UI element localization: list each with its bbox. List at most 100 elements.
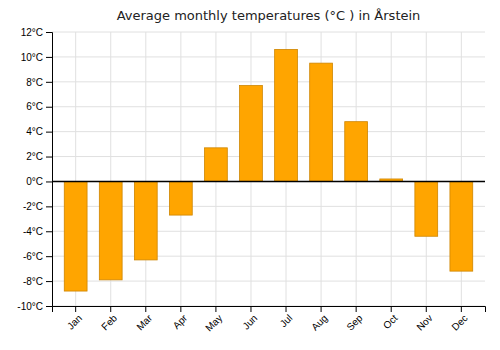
tick-mark	[46, 32, 52, 33]
y-axis: -10°C -8°C -6°C -4°C -2°C 0°C 2°C 4°C 6°C 8°C 10°C…	[17, 27, 52, 312]
tick-mark	[215, 306, 216, 312]
tick-mark	[46, 206, 52, 207]
tick-label: Jan	[65, 312, 84, 331]
tick-label: -4°C	[23, 226, 43, 237]
tick: 10°C	[21, 52, 52, 63]
tick-mark	[321, 306, 322, 312]
grid	[52, 32, 485, 306]
tick-mark	[46, 157, 52, 158]
tick: -2°C	[23, 201, 52, 212]
grid-line	[52, 106, 485, 107]
bar	[205, 148, 228, 182]
tick-mark	[461, 306, 462, 312]
tick-label: -2°C	[23, 201, 43, 212]
tick: -6°C	[23, 251, 52, 262]
tick-mark	[46, 57, 52, 58]
tick-label: Oct	[381, 312, 400, 331]
tick-label: Apr	[171, 312, 190, 331]
tick-mark	[46, 306, 52, 307]
bars	[52, 49, 485, 291]
tick: 8°C	[26, 77, 52, 88]
tick-label: Jun	[240, 312, 259, 331]
axis-line	[53, 307, 486, 313]
grid-line	[426, 32, 427, 306]
bar	[64, 181, 87, 291]
chart: -10°C -8°C -6°C -4°C -2°C 0°C 2°C 4°C 6°C 8°C 10°C…	[0, 0, 500, 350]
grid-line	[180, 32, 181, 306]
tick-label: -10°C	[17, 301, 43, 312]
tick: Sep	[344, 306, 365, 333]
grid-line	[52, 56, 485, 57]
x-axis: Jan Feb Mar Apr May Jun Jul Aug Sep Oct Nov Dec	[53, 306, 486, 334]
grid-line	[52, 156, 485, 157]
bar	[310, 63, 333, 181]
bar	[275, 49, 298, 181]
grid-line	[52, 32, 485, 33]
tick-label: 10°C	[21, 52, 43, 63]
tick-label: Dec	[449, 312, 469, 332]
tick: Mar	[134, 306, 154, 332]
bar	[169, 181, 192, 215]
tick-mark	[250, 306, 251, 312]
tick-label: -6°C	[23, 251, 43, 262]
tick-mark	[75, 306, 76, 312]
tick-label: 0°C	[26, 176, 43, 187]
tick-mark	[426, 306, 427, 312]
tick-mark	[46, 82, 52, 83]
tick: Aug	[309, 306, 329, 333]
tick-mark	[46, 181, 52, 182]
bar	[134, 181, 157, 259]
tick-label: Nov	[414, 312, 434, 332]
tick-mark	[356, 306, 357, 312]
tick: 0°C	[26, 176, 52, 187]
tick-label: 4°C	[26, 126, 43, 137]
tick-mark	[46, 132, 52, 133]
tick-mark	[46, 281, 52, 282]
tick-label: Jul	[278, 312, 295, 329]
tick-label: 6°C	[26, 101, 43, 112]
tick: Oct	[381, 306, 400, 331]
tick-mark	[110, 306, 111, 312]
tick: 2°C	[26, 151, 52, 162]
bar	[345, 122, 368, 182]
baseline	[52, 181, 485, 183]
title: Average monthly temperatures (°C ) in År…	[117, 8, 421, 23]
grid-line	[52, 81, 485, 82]
bar	[99, 181, 122, 279]
bar	[240, 86, 263, 182]
tick: -10°C	[17, 301, 52, 312]
grid-line	[52, 131, 485, 132]
tick-label: Mar	[134, 312, 154, 332]
grid-line	[145, 32, 146, 306]
tick-label: 2°C	[26, 151, 43, 162]
tick-mark	[46, 231, 52, 232]
tick: Jul	[278, 306, 295, 329]
bar	[450, 181, 473, 271]
tick-mark	[286, 306, 287, 312]
tick: -8°C	[23, 276, 52, 287]
tick-mark	[391, 306, 392, 312]
tick: 4°C	[26, 126, 52, 137]
tick: 6°C	[26, 101, 52, 112]
tick-label: -8°C	[23, 276, 43, 287]
plot: -10°C -8°C -6°C -4°C -2°C 0°C 2°C 4°C 6°C 8°C 10°C…	[17, 27, 485, 334]
tick-mark	[46, 107, 52, 108]
tick-label: May	[203, 312, 224, 333]
grid-line	[52, 181, 485, 182]
tick: Jan	[65, 306, 84, 332]
tick: 12°C	[21, 27, 52, 38]
tick: Dec	[449, 306, 469, 333]
tick-label: Feb	[99, 312, 119, 332]
tick-label: 12°C	[21, 27, 43, 38]
tick-mark	[46, 256, 52, 257]
tick-label: Sep	[344, 312, 365, 333]
tick: Nov	[414, 306, 434, 333]
tick: Feb	[99, 306, 119, 332]
grid-line	[52, 281, 485, 282]
tick: Apr	[171, 306, 190, 331]
tick-mark	[180, 306, 181, 312]
tick-mark	[145, 306, 146, 312]
tick: -4°C	[23, 226, 52, 237]
bar	[415, 181, 438, 236]
tick-label: Aug	[309, 312, 329, 332]
